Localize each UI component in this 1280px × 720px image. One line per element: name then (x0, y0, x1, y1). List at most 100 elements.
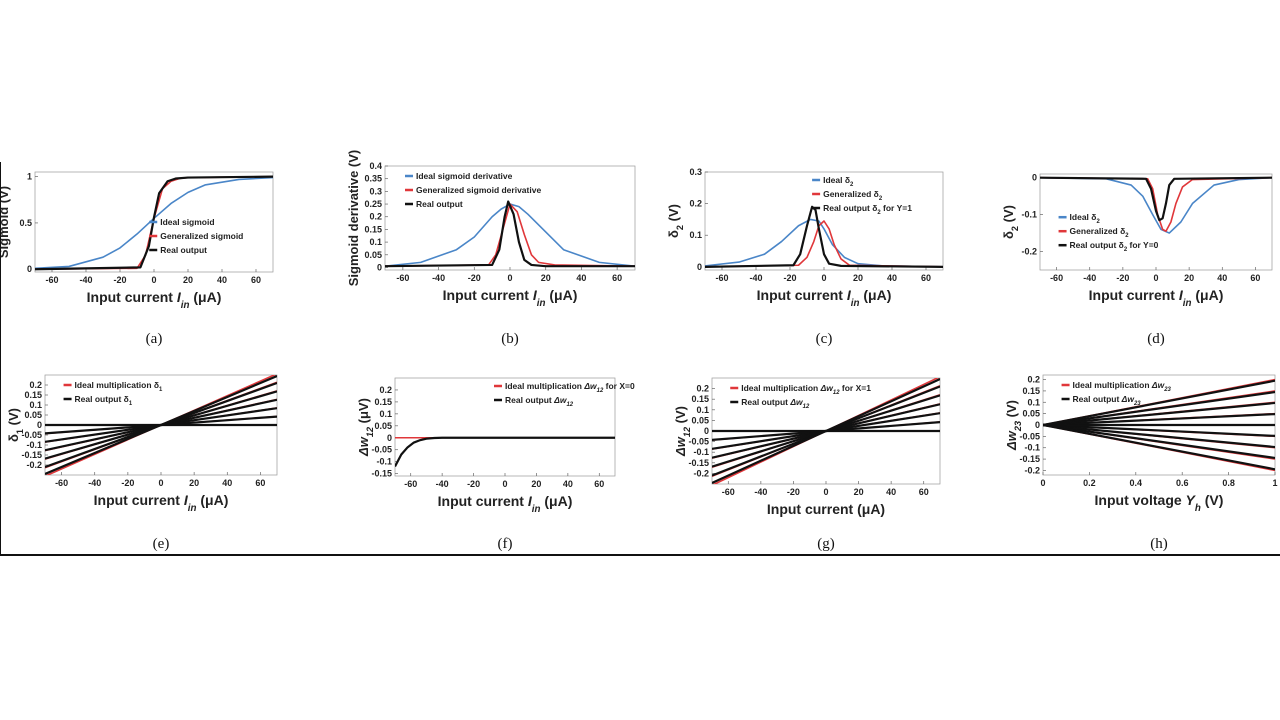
x-tick-label: 0 (823, 487, 828, 497)
chart-caption: (a) (146, 331, 163, 347)
x-tick-label: 60 (1250, 273, 1260, 283)
x-axis-label: Input current Iin​ (μA) (443, 287, 578, 309)
y-tick-label: -0.2 (26, 460, 42, 470)
y-tick-label: 0.05 (24, 410, 42, 420)
legend-label: Real output δ1​ (75, 394, 133, 407)
y-tick-label: 0.2 (379, 385, 392, 395)
x-tick-label: -40 (432, 273, 445, 283)
x-tick-label: -40 (749, 273, 762, 283)
legend-label: Real output Δw23​ (1073, 394, 1142, 407)
y-tick-label: 0.25 (364, 199, 382, 209)
y-tick-label: 0.15 (24, 390, 42, 400)
y-tick-label: 0.1 (369, 237, 382, 247)
x-tick-label: 40 (886, 487, 896, 497)
x-tick-label: 0.8 (1222, 478, 1235, 488)
x-axis-label: Input current Iin​ (μA) (438, 493, 573, 515)
series-line-2-9 (1043, 379, 1275, 427)
x-tick-label: -60 (715, 273, 728, 283)
x-tick-label: 60 (251, 275, 261, 285)
x-tick-label: -20 (113, 275, 126, 285)
series-line-2-8 (1043, 390, 1275, 427)
series-line-2 (705, 220, 943, 268)
legend-label: Real output (160, 245, 207, 255)
x-tick-label: 40 (217, 275, 227, 285)
chart-caption: (h) (1150, 536, 1168, 552)
x-axis-label: Input current Iin​ (μA) (1089, 287, 1224, 309)
chart-h: 0 0.2 0.4 0.6 0.8 1-0.2-0.15-0.1-0.0500.050.1… (1004, 375, 1278, 552)
legend: Ideal δ2​Generalized δ2​Real output δ2​ … (812, 175, 912, 216)
x-tick-label: -60 (45, 275, 58, 285)
legend-label: Real output δ2​ for Y=0 (1070, 240, 1159, 253)
series-line-2 (1040, 176, 1272, 233)
x-tick-label: 0.6 (1176, 478, 1189, 488)
legend: Ideal δ2​Generalized δ2​Real output δ2​ … (1058, 212, 1159, 253)
x-tick-label: 0 (1040, 478, 1045, 488)
x-tick-label: 20 (854, 487, 864, 497)
y-tick-label: 0.05 (364, 250, 382, 260)
x-tick-label: 0 (151, 275, 156, 285)
y-tick-label: 0.15 (1022, 386, 1040, 396)
x-tick-label: -20 (467, 479, 480, 489)
x-tick-label: -20 (783, 273, 796, 283)
legend-label: Generalized sigmoid (160, 231, 243, 241)
y-tick-label: 0.2 (29, 380, 42, 390)
series-line-2 (385, 203, 635, 267)
x-axis-label: Input current Iin​ (μA) (757, 287, 892, 309)
y-tick-label: -0.1 (26, 440, 42, 450)
x-tick-label: 0 (821, 273, 826, 283)
legend-label: Ideal sigmoid derivative (416, 171, 513, 181)
chart-caption: (d) (1147, 331, 1165, 347)
x-tick-label: 40 (887, 273, 897, 283)
legend-label: Ideal δ2​ (1070, 212, 1101, 225)
chart-f: -60 -40 -20 0 20 40 60 -0.15 -0.1 -0.05 0 0.05 0.1 0.… (356, 377, 635, 552)
series-line-2-7 (1043, 401, 1275, 427)
y-tick-label: 0.05 (1022, 409, 1040, 419)
x-tick-label: -40 (79, 275, 92, 285)
y-tick-label: 0.15 (691, 394, 709, 404)
y-tick-label: 0 (377, 262, 382, 272)
series-line-2-7 (45, 375, 277, 475)
y-tick-label: 0.2 (1027, 375, 1040, 385)
legend-label: Generalized sigmoid derivative (416, 185, 541, 195)
chart-caption: (g) (817, 536, 835, 552)
x-tick-label: -40 (436, 479, 449, 489)
y-tick-label: 0.1 (689, 230, 702, 240)
legend-label: Ideal sigmoid (160, 217, 214, 227)
y-tick-label: -0.05 (371, 445, 392, 455)
x-tick-label: -20 (121, 478, 134, 488)
y-tick-label: -0.1 (693, 447, 709, 457)
y-tick-label: 0.1 (1027, 397, 1040, 407)
x-tick-label: -60 (404, 479, 417, 489)
y-axis-label: Sigmoid (V) (0, 186, 11, 258)
x-tick-label: 20 (531, 479, 541, 489)
x-tick-label: 60 (919, 487, 929, 497)
legend-label: Real output δ2​ for Y=1 (823, 203, 912, 216)
x-tick-label: 40 (563, 479, 573, 489)
series-line-3 (1040, 176, 1272, 222)
y-tick-label: 0.05 (374, 421, 392, 431)
chart-d: -60 -40 -20 0 20 40 60 0 -0.1 -0.2 Ideal δ2​Genera… (1001, 173, 1273, 347)
x-tick-label: -20 (1116, 273, 1129, 283)
legend-label: Generalized δ2​ (1070, 226, 1130, 239)
chart-a: -60 -40 -20 0 20 40 60 0 0.5 1 Ideal sigmoid Genera… (0, 172, 274, 347)
y-tick-label: -0.05 (21, 430, 42, 440)
x-tick-label: 0 (1153, 273, 1158, 283)
x-tick-label: -20 (468, 273, 481, 283)
x-tick-label: 60 (255, 478, 265, 488)
y-tick-label: -0.1 (376, 457, 392, 467)
y-tick-label: 0 (704, 426, 709, 436)
y-axis-label: Δw12​ (V) (673, 406, 692, 457)
series-line-2-6 (1043, 412, 1275, 427)
y-tick-label: 0.5 (19, 218, 32, 228)
series-line-2-7 (712, 378, 940, 484)
series-line-2-3 (1043, 423, 1275, 449)
x-tick-label: 20 (189, 478, 199, 488)
chart-g: -60 -40 -20 0 20 40 60-0.2-0.15-0.1-0.0500.050… (673, 377, 941, 552)
x-tick-label: 20 (853, 273, 863, 283)
series-line-3 (385, 200, 635, 268)
y-tick-label: 0.3 (369, 186, 382, 196)
x-axis-label: Input current Iin​ (μA) (87, 289, 222, 311)
